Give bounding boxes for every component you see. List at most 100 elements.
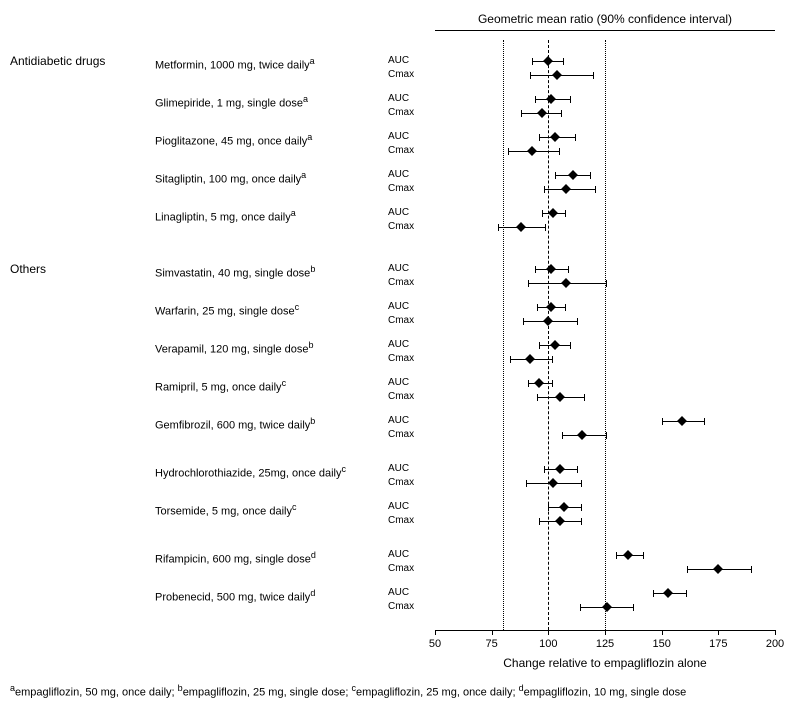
forest-row: Cmax [10, 220, 800, 234]
metric-label: Cmax [388, 390, 414, 404]
ref-line-125 [605, 40, 606, 630]
forest-row: Cmax [10, 352, 800, 366]
point-estimate [664, 588, 674, 598]
metric-label: AUC [388, 300, 409, 314]
forest-row: Verapamil, 120 mg, single dosebAUC [10, 338, 800, 352]
point-estimate [534, 378, 544, 388]
metric-label: Cmax [388, 562, 414, 576]
point-estimate [550, 132, 560, 142]
footnote: aempagliflozin, 50 mg, once daily; bempa… [10, 682, 800, 701]
metric-label: Cmax [388, 144, 414, 158]
metric-label: Cmax [388, 182, 414, 196]
point-estimate [546, 264, 556, 274]
x-tick [548, 630, 549, 635]
point-estimate [623, 550, 633, 560]
x-tick [775, 630, 776, 635]
metric-label: AUC [388, 500, 409, 514]
metric-label: AUC [388, 130, 409, 144]
ref-line-80 [503, 40, 504, 630]
point-estimate [555, 464, 565, 474]
x-tick-label: 125 [596, 638, 614, 650]
x-tick-label: 75 [486, 638, 498, 650]
forest-row: Hydrochlorothiazide, 25mg, once dailycAU… [10, 462, 800, 476]
forest-row: Glimepiride, 1 mg, single doseaAUC [10, 92, 800, 106]
metric-label: Cmax [388, 276, 414, 290]
x-tick-label: 100 [539, 638, 557, 650]
metric-label: Cmax [388, 428, 414, 442]
point-estimate [559, 502, 569, 512]
metric-label: Cmax [388, 476, 414, 490]
forest-row: Warfarin, 25 mg, single dosecAUC [10, 300, 800, 314]
point-estimate [552, 70, 562, 80]
metric-label: AUC [388, 168, 409, 182]
point-estimate [713, 564, 723, 574]
point-estimate [677, 416, 687, 426]
point-estimate [562, 184, 572, 194]
x-tick [492, 630, 493, 635]
forest-plot: Geometric mean ratio (90% confidence int… [10, 12, 800, 676]
x-axis-title: Change relative to empagliflozin alone [435, 656, 775, 670]
x-tick [435, 630, 436, 635]
ref-line-100 [548, 40, 549, 630]
forest-row: Gemfibrozil, 600 mg, twice dailybAUC [10, 414, 800, 428]
point-estimate [546, 94, 556, 104]
point-estimate [543, 56, 553, 66]
forest-row: Linagliptin, 5 mg, once dailyaAUC [10, 206, 800, 220]
point-estimate [577, 430, 587, 440]
metric-label: AUC [388, 548, 409, 562]
point-estimate [516, 222, 526, 232]
forest-row: Simvastatin, 40 mg, single dosebAUC [10, 262, 800, 276]
x-tick-label: 50 [429, 638, 441, 650]
metric-label: AUC [388, 462, 409, 476]
point-estimate [568, 170, 578, 180]
forest-row: Torsemide, 5 mg, once dailycAUC [10, 500, 800, 514]
title-rule [435, 30, 775, 31]
metric-label: Cmax [388, 600, 414, 614]
x-tick-label: 175 [709, 638, 727, 650]
forest-row: Cmax [10, 476, 800, 490]
metric-label: AUC [388, 338, 409, 352]
forest-row: Cmax [10, 144, 800, 158]
metric-label: Cmax [388, 68, 414, 82]
forest-row: Cmax [10, 182, 800, 196]
ci-whisker [530, 75, 593, 76]
x-tick [662, 630, 663, 635]
x-tick [718, 630, 719, 635]
point-estimate [548, 478, 558, 488]
forest-row: Cmax [10, 390, 800, 404]
chart-title: Geometric mean ratio (90% confidence int… [435, 12, 775, 26]
metric-label: AUC [388, 262, 409, 276]
forest-row: Probenecid, 500 mg, twice dailydAUC [10, 586, 800, 600]
x-tick-label: 150 [652, 638, 670, 650]
forest-row: Cmax [10, 276, 800, 290]
forest-row: Cmax [10, 428, 800, 442]
point-estimate [537, 108, 547, 118]
metric-label: Cmax [388, 106, 414, 120]
x-tick-label: 200 [766, 638, 784, 650]
point-estimate [543, 316, 553, 326]
metric-label: AUC [388, 376, 409, 390]
forest-row: Sitagliptin, 100 mg, once dailyaAUC [10, 168, 800, 182]
point-estimate [550, 340, 560, 350]
point-estimate [602, 602, 612, 612]
forest-row: Cmax [10, 106, 800, 120]
metric-label: Cmax [388, 220, 414, 234]
metric-label: Cmax [388, 514, 414, 528]
metric-label: AUC [388, 586, 409, 600]
forest-row: Cmax [10, 562, 800, 576]
forest-row: Pioglitazone, 45 mg, once dailyaAUC [10, 130, 800, 144]
point-estimate [525, 354, 535, 364]
forest-row: Cmax [10, 314, 800, 328]
forest-row: Cmax [10, 600, 800, 614]
point-estimate [548, 208, 558, 218]
point-estimate [528, 146, 538, 156]
forest-row: Rifampicin, 600 mg, single dosedAUC [10, 548, 800, 562]
forest-row: Cmax [10, 514, 800, 528]
point-estimate [546, 302, 556, 312]
metric-label: AUC [388, 54, 409, 68]
metric-label: AUC [388, 206, 409, 220]
metric-label: AUC [388, 414, 409, 428]
point-estimate [555, 392, 565, 402]
forest-row: Metformin, 1000 mg, twice dailyaAUC [10, 54, 800, 68]
x-tick [605, 630, 606, 635]
